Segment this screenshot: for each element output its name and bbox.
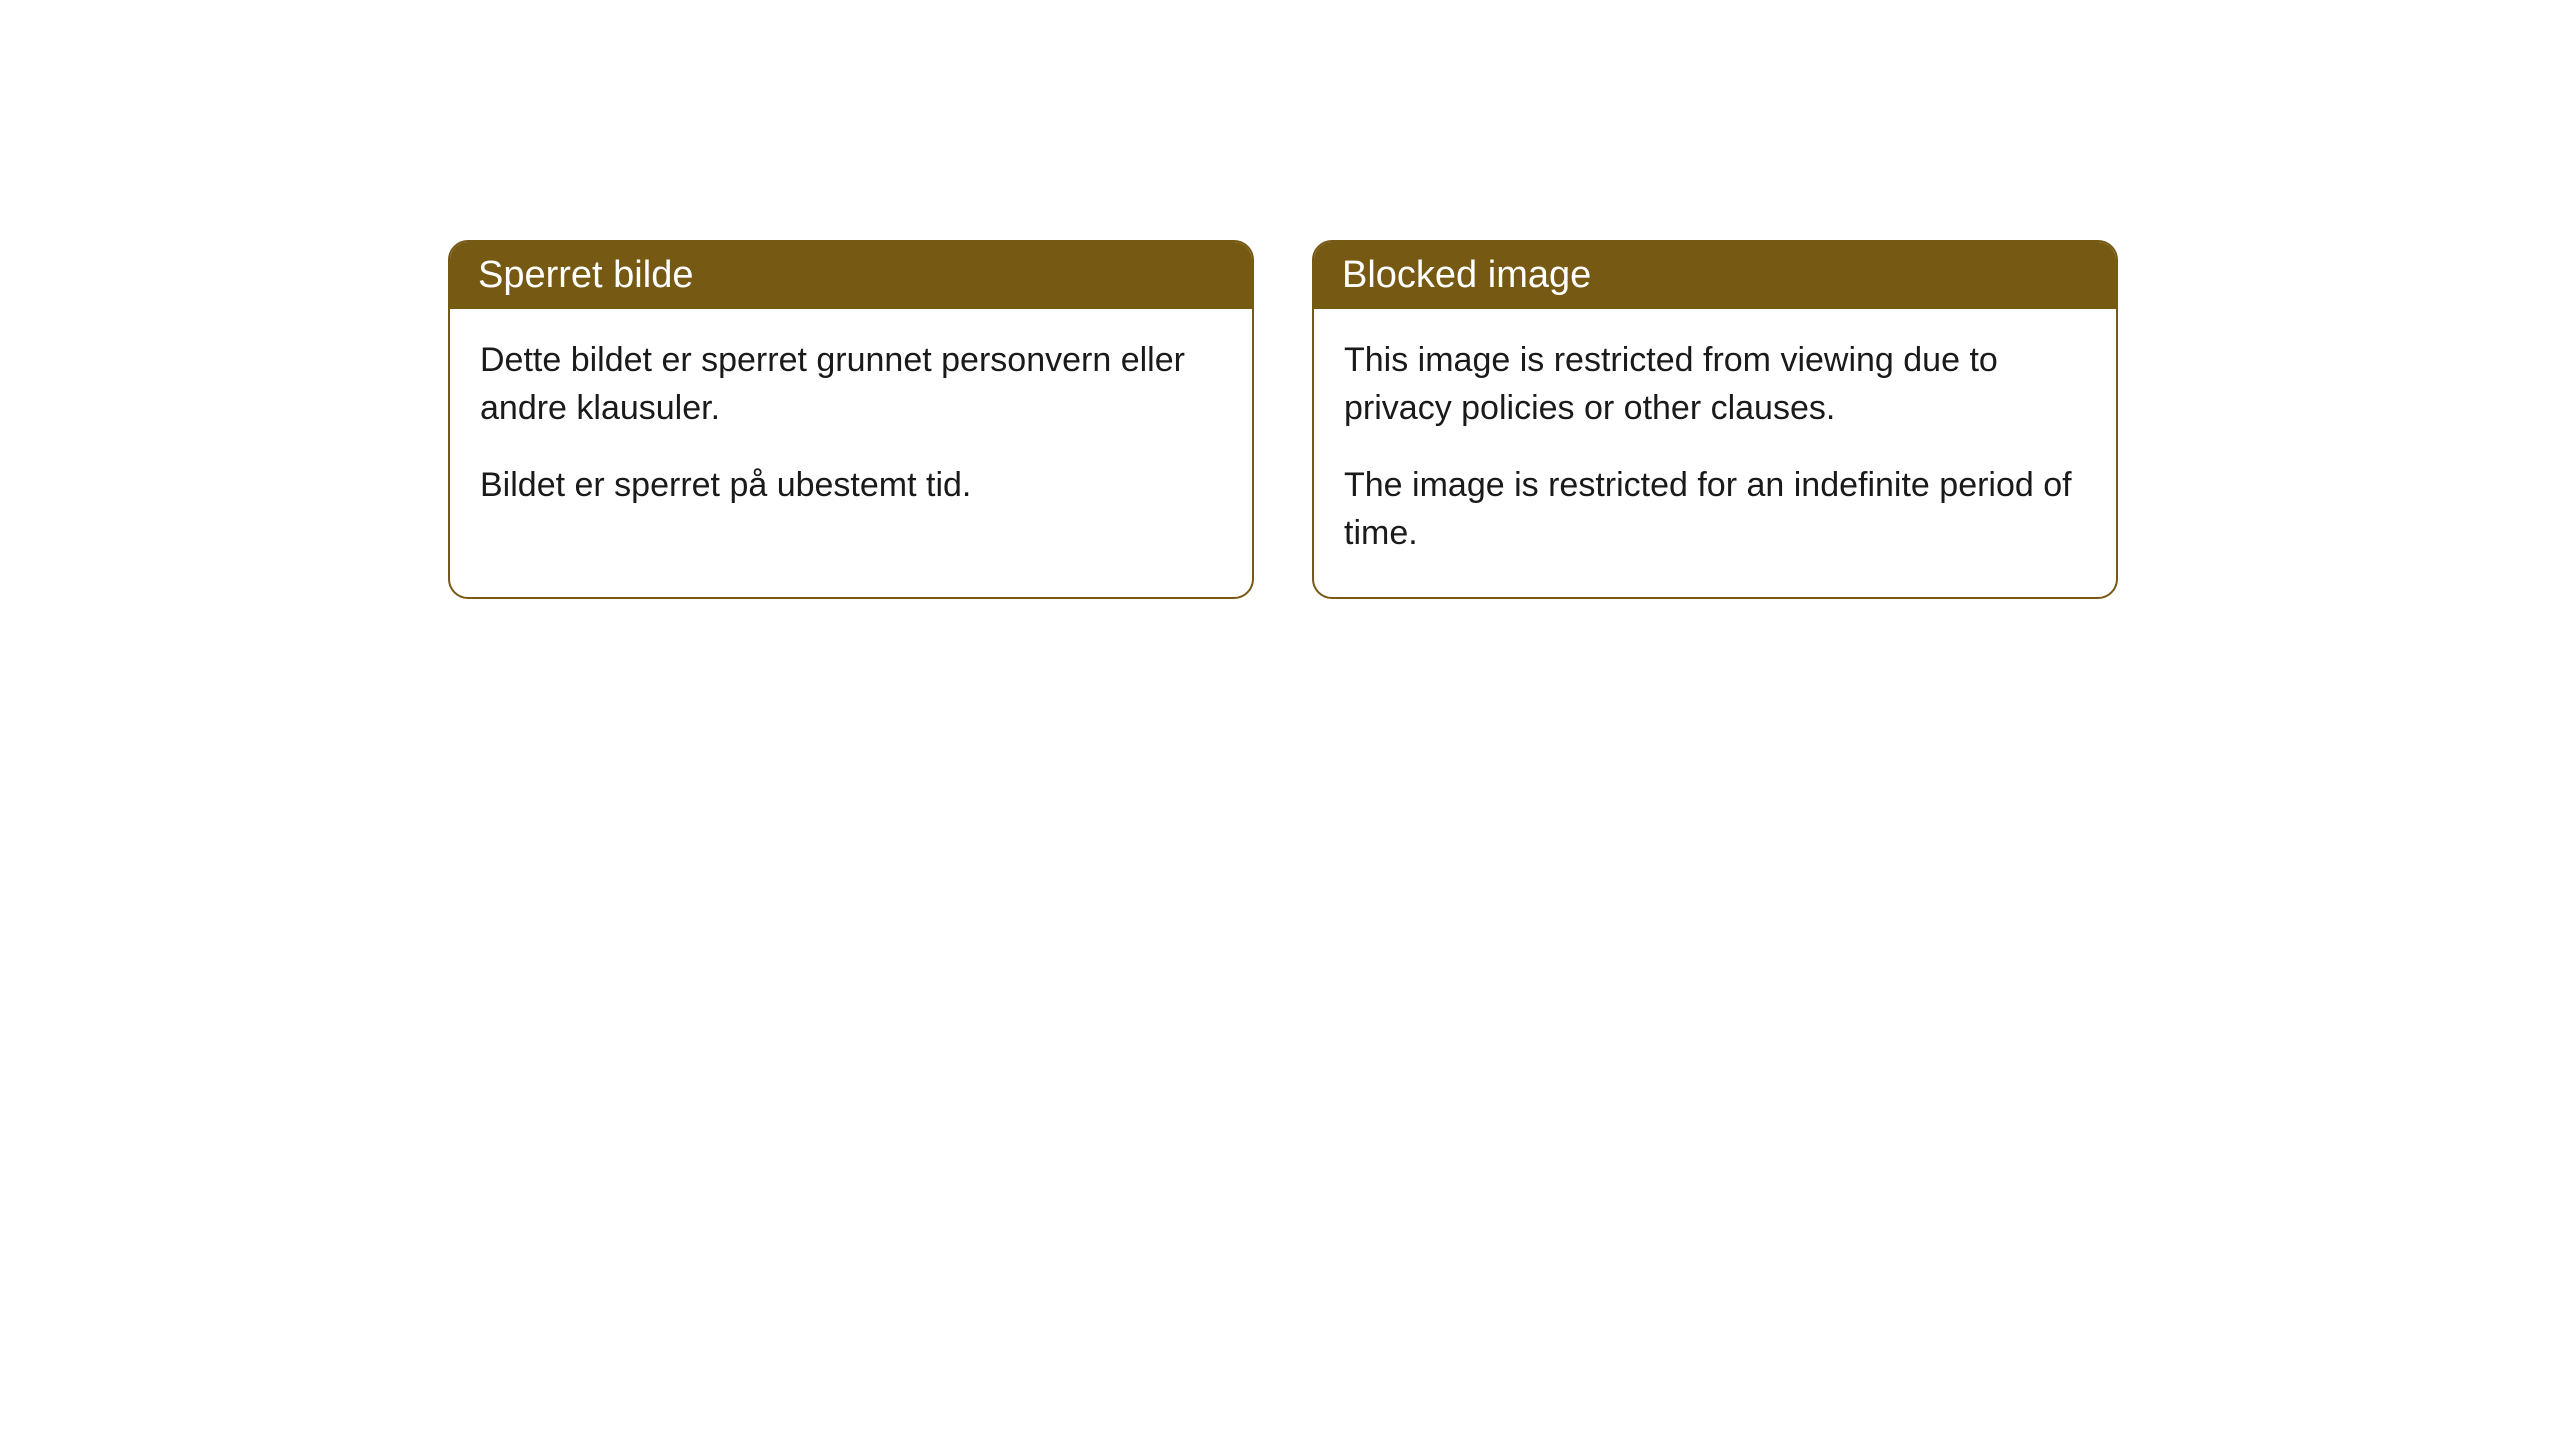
card-paragraph: Dette bildet er sperret grunnet personve… [480, 337, 1222, 432]
card-body: This image is restricted from viewing du… [1314, 309, 2116, 597]
card-paragraph: This image is restricted from viewing du… [1344, 337, 2086, 432]
card-header: Blocked image [1314, 242, 2116, 309]
blocked-image-card-english: Blocked image This image is restricted f… [1312, 240, 2118, 599]
card-header: Sperret bilde [450, 242, 1252, 309]
card-title: Sperret bilde [478, 254, 693, 296]
card-paragraph: The image is restricted for an indefinit… [1344, 462, 2086, 557]
notice-cards-container: Sperret bilde Dette bildet er sperret gr… [448, 240, 2118, 599]
blocked-image-card-norwegian: Sperret bilde Dette bildet er sperret gr… [448, 240, 1254, 599]
card-body: Dette bildet er sperret grunnet personve… [450, 309, 1252, 550]
card-title: Blocked image [1342, 254, 1591, 296]
card-paragraph: Bildet er sperret på ubestemt tid. [480, 462, 1222, 510]
